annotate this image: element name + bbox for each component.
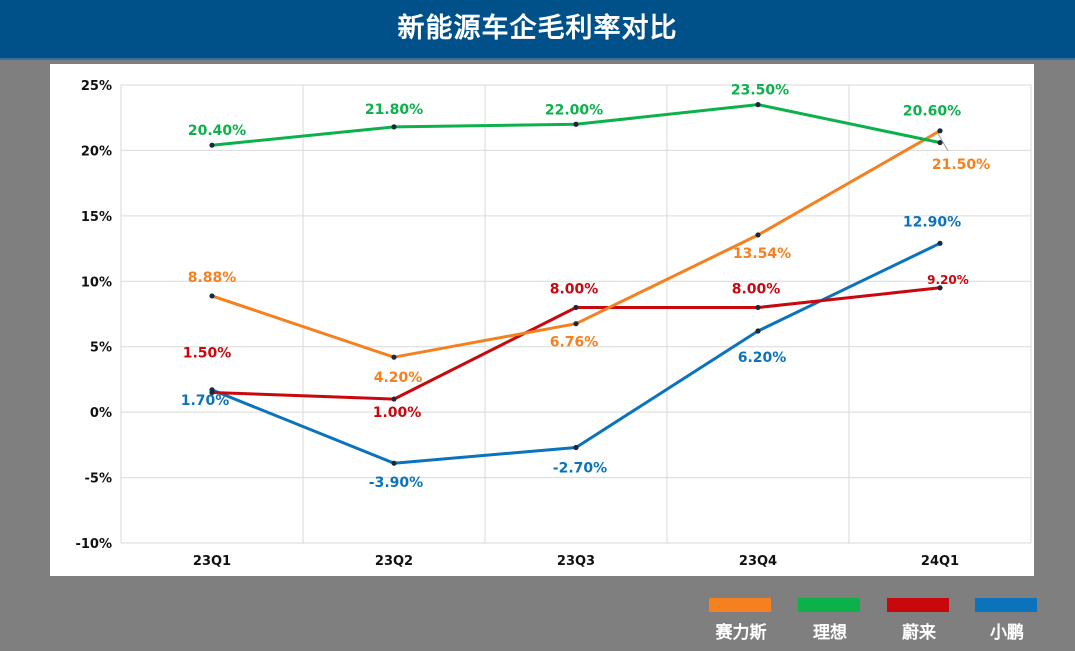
y-tick-label: 5% [90,341,112,356]
data-label: 8.88% [188,270,237,286]
x-tick-label: 23Q2 [375,554,413,569]
legend-swatch [709,598,771,612]
data-point [209,293,215,299]
data-point [755,304,761,311]
x-tick-label: 23Q3 [557,554,595,569]
data-label: 21.80% [365,102,423,118]
legend-item: 小鹏 [975,598,1039,643]
data-point [391,354,397,360]
legend-swatch [975,598,1037,612]
legend-label: 理想 [813,623,847,643]
legend-swatch [798,598,860,612]
data-label: 1.00% [373,405,422,421]
x-tick-label: 24Q1 [921,554,959,569]
data-label: 1.50% [183,346,232,362]
data-label: -2.70% [553,460,607,476]
legend-swatch [887,598,949,612]
legend-label: 蔚来 [902,623,936,643]
data-point [937,285,943,291]
x-tick-label: 23Q1 [193,554,231,569]
legend-label: 赛力斯 [715,623,767,643]
title-bar: 新能源车企毛利率对比 [0,0,1075,60]
data-point [573,304,579,311]
y-tick-label: 25% [81,79,112,94]
legend-label: 小鹏 [990,623,1024,643]
data-label: 6.76% [550,335,599,351]
data-point [937,139,943,146]
legend-item: 蔚来 [887,598,951,643]
data-point [573,444,579,451]
y-tick-label: -5% [85,472,112,487]
axis-labels: -10% -5% 0% 5% 10% 15% 20% 25% 23Q1 23Q2 23Q3 23Q4 2… [75,79,959,569]
data-label: 8.00% [732,281,781,297]
data-label: 20.40% [188,123,246,139]
data-label: 13.54% [733,246,791,262]
data-point [755,328,761,334]
data-label: 22.00% [545,102,603,118]
data-label: 21.50% [932,157,990,173]
y-tick-label: -10% [75,537,112,552]
data-point [391,460,397,466]
data-point [937,240,943,246]
data-label: -3.90% [369,475,423,491]
y-tick-label: 15% [81,210,112,225]
data-label: 4.20% [374,370,423,386]
y-tick-label: 10% [81,275,112,290]
data-label: 8.00% [550,281,599,297]
data-point [573,321,579,327]
label-leader-line [937,133,949,152]
data-point [937,128,943,134]
line-chart: -10% -5% 0% 5% 10% 15% 20% 25% 23Q1 23Q2 23Q3 23Q4 2… [75,79,1032,569]
legend-item: 赛力斯 [709,598,773,643]
y-tick-label: 0% [90,406,112,421]
legend-item: 理想 [798,598,862,643]
data-point [755,232,761,238]
x-tick-label: 23Q4 [739,554,777,569]
data-point [573,121,579,127]
data-point [391,124,397,130]
series-lines [209,102,943,466]
data-labels: 8.88% 4.20% 6.76% 13.54% 21.50% 20.40% 21.80% 2… [181,83,990,492]
data-label: 1.70% [181,393,230,409]
data-label: 23.50% [731,83,789,99]
data-label: 12.90% [903,214,961,230]
chart-panel: -10% -5% 0% 5% 10% 15% 20% 25% 23Q1 23Q2 23Q3 23Q4 2… [50,64,1034,576]
data-label: 6.20% [738,350,787,366]
y-tick-label: 20% [81,144,112,159]
data-point [209,142,215,148]
series-line-3 [211,241,941,465]
data-point [755,102,761,108]
chart-title: 新能源车企毛利率对比 [397,13,678,44]
data-label: 20.60% [903,104,961,120]
grid-layer [120,84,1032,544]
data-point [391,396,397,402]
data-point [209,389,215,396]
data-label: 9.20% [927,273,969,287]
